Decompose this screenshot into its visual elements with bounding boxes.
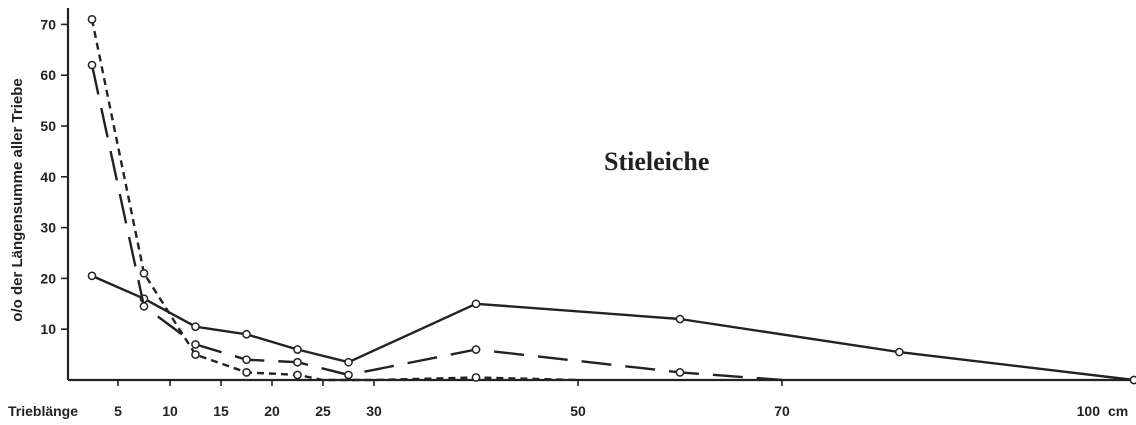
x-tick-label: 50 [570, 403, 586, 419]
data-point-marker [191, 322, 200, 332]
data-point-marker [191, 350, 200, 359]
series-layer [87, 14, 1136, 385]
data-point-marker [87, 60, 97, 70]
x-tick-label: 30 [366, 403, 382, 419]
data-point-marker [471, 299, 481, 309]
series-solid [87, 271, 1136, 385]
x-tick-label: 25 [315, 403, 331, 419]
x-tick-label: 100 [1077, 403, 1101, 419]
data-point-marker [139, 268, 149, 278]
y-ticks: 10 20 30 40 50 60 70 [40, 16, 68, 337]
series-long-dash [87, 60, 783, 382]
axes [66, 8, 1134, 382]
series-line [90, 19, 579, 382]
x-axis-unit: cm [1108, 403, 1128, 419]
series-line [90, 64, 783, 382]
y-tick-label: 30 [40, 220, 56, 236]
data-point-marker [675, 314, 685, 324]
x-tick-label: 5 [114, 403, 122, 419]
x-tick-label: 15 [213, 403, 229, 419]
series-line [91, 274, 1135, 382]
data-point-marker [471, 345, 481, 354]
data-point-marker [87, 14, 97, 24]
data-point-marker [293, 345, 302, 354]
data-point-marker [242, 368, 251, 377]
y-tick-label: 50 [40, 118, 56, 134]
data-point-marker [344, 357, 353, 367]
y-tick-label: 70 [40, 16, 56, 32]
data-point-marker [87, 271, 97, 281]
data-point-marker [675, 368, 685, 377]
data-point-marker [471, 373, 481, 382]
data-point-marker [242, 329, 251, 339]
x-tick-label: 10 [162, 403, 178, 419]
data-point-marker [344, 370, 353, 380]
x-tick-label: 70 [774, 403, 790, 419]
x-axis-label: Trieblänge [8, 403, 78, 419]
data-point-marker [242, 355, 251, 365]
series-short-dash [87, 14, 579, 382]
y-axis-label: o/o der Längensumme aller Triebe [9, 78, 26, 321]
y-tick-label: 40 [40, 169, 56, 185]
y-tick-label: 20 [40, 270, 56, 286]
data-point-marker [139, 301, 149, 311]
data-point-marker [293, 370, 302, 380]
data-point-marker [1129, 375, 1136, 385]
y-tick-label: 10 [40, 321, 56, 337]
x-ticks: 5 10 15 20 25 30 50 70 100 [114, 380, 1100, 419]
y-tick-label: 60 [40, 67, 56, 83]
data-point-marker [293, 357, 302, 367]
data-point-marker [191, 340, 200, 349]
chart-title: Stieleiche [604, 147, 709, 176]
x-tick-label: 20 [264, 403, 280, 419]
data-point-marker [894, 347, 904, 357]
